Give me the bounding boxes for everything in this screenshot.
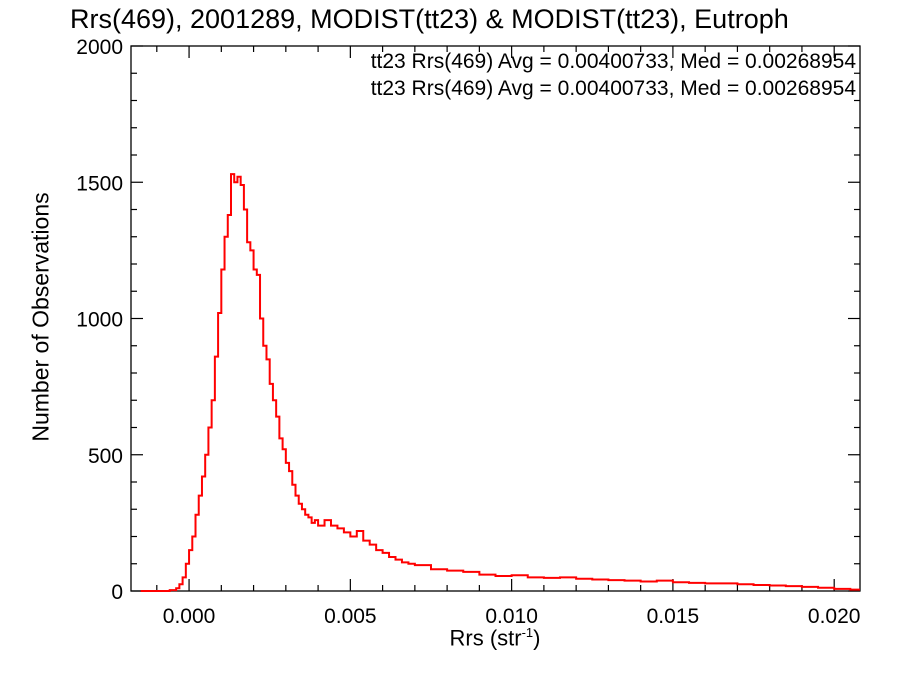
x-axis-label-close: ) [533,625,541,651]
x-axis-label-exponent: -1 [521,625,534,640]
chart-title: Rrs(469), 2001289, MODIST(tt23) & MODIST… [70,4,789,34]
y-tick-label: 1000 [76,309,123,332]
legend-entry-red-text: tt23 Rrs(469) Avg = 0.00400733, Med = 0.… [370,77,856,100]
x-tick-label: 0.020 [808,605,861,628]
legend-entry-black-text: tt23 Rrs(469) Avg = 0.00400733, Med = 0.… [370,50,856,73]
y-tick-label: 2000 [76,36,123,59]
x-axis-label: Rrs (str-1) [450,625,541,651]
histogram-series-line [140,173,860,592]
y-tick-label: 0 [111,581,123,604]
legend-entry-red: tt23 Rrs(469) Avg = 0.00400733, Med = 0.… [371,77,856,101]
legend-entry-black: tt23 Rrs(469) Avg = 0.00400733, Med = 0.… [371,50,856,74]
x-tick-label: 0.015 [647,605,700,628]
y-tick-label: 500 [88,445,123,468]
x-axis-label-base: Rrs (str [449,625,522,651]
axis-ticks [131,45,860,592]
tick-labels: 0.000 0.005 0.010 0.015 0.020 0 500 1000 1500 200… [76,36,860,628]
plot-frame [130,45,861,592]
x-tick-label: 0.000 [163,605,216,628]
x-tick-label: 0.005 [324,605,377,628]
y-axis-label: Number of Observations [27,192,54,442]
y-tick-label: 1500 [76,172,123,195]
x-tick-label: 0.010 [485,605,538,628]
